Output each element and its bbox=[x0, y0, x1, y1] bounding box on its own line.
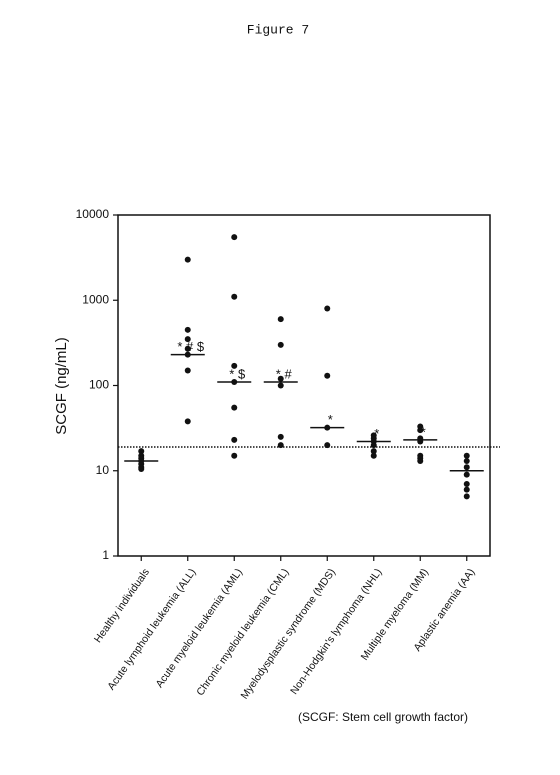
data-point bbox=[371, 442, 377, 448]
data-point bbox=[231, 453, 237, 459]
data-point bbox=[278, 383, 284, 389]
footnote: (SCGF: Stem cell growth factor) bbox=[298, 710, 468, 724]
data-point bbox=[185, 257, 191, 263]
x-tick-label: Myelodysplastic syndrome (MDS) bbox=[238, 566, 338, 701]
y-tick-label: 100 bbox=[89, 378, 109, 392]
data-point bbox=[464, 487, 470, 493]
data-point bbox=[278, 442, 284, 448]
data-point bbox=[324, 373, 330, 379]
data-point bbox=[417, 458, 423, 464]
data-point bbox=[278, 434, 284, 440]
significance-mark: * # $ bbox=[177, 339, 205, 354]
data-point bbox=[464, 458, 470, 464]
significance-mark: * $ bbox=[229, 366, 246, 381]
data-point bbox=[324, 442, 330, 448]
chart: Figure 7 SCGF (ng/mL) (SCGF: Stem cell g… bbox=[0, 0, 560, 775]
page: {"chart_data": { "type": "strip", "title… bbox=[0, 0, 560, 775]
data-point bbox=[185, 327, 191, 333]
data-point bbox=[371, 453, 377, 459]
significance-mark: * bbox=[374, 426, 379, 441]
y-tick-label: 1000 bbox=[82, 292, 109, 306]
significance-mark: * # bbox=[276, 366, 293, 381]
data-point bbox=[324, 306, 330, 312]
data-point bbox=[231, 437, 237, 443]
x-tick-label: Acute lymphoid leukemia (ALL) bbox=[105, 566, 198, 692]
chart-title: Figure 7 bbox=[247, 22, 309, 37]
x-tick-label: Chronic myeloid leukemia (CML) bbox=[194, 566, 291, 698]
data-point bbox=[231, 405, 237, 411]
data-point bbox=[464, 493, 470, 499]
significance-mark: * bbox=[328, 412, 333, 427]
data-point bbox=[464, 453, 470, 459]
data-point bbox=[231, 294, 237, 300]
significance-mark: * bbox=[421, 424, 426, 439]
data-point bbox=[278, 342, 284, 348]
x-tick-label: Acute myeloid leukemia (AML) bbox=[153, 566, 245, 690]
data-point bbox=[185, 367, 191, 373]
data-point bbox=[278, 316, 284, 322]
data-point bbox=[185, 418, 191, 424]
y-axis-label: SCGF (ng/mL) bbox=[53, 337, 70, 435]
y-tick-label: 1 bbox=[102, 548, 109, 562]
data-point bbox=[464, 472, 470, 478]
x-tick-label: Non-Hodgkin's lymphoma (NHL) bbox=[288, 566, 384, 696]
plot-frame bbox=[118, 215, 490, 556]
y-tick-label: 10 bbox=[96, 463, 110, 477]
y-tick-label: 10000 bbox=[76, 207, 110, 221]
data-point bbox=[138, 466, 144, 472]
data-point bbox=[231, 234, 237, 240]
data-point bbox=[464, 464, 470, 470]
data-point bbox=[464, 481, 470, 487]
